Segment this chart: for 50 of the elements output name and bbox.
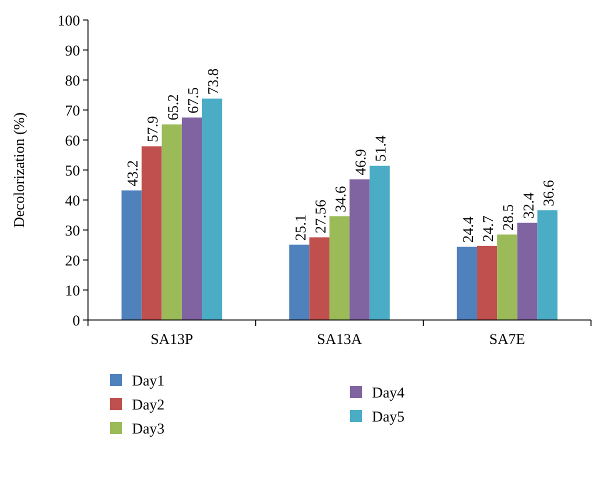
y-axis-title: Decolorization (%) <box>12 112 28 228</box>
data-label: 24.7 <box>481 215 498 242</box>
legend-label: Day3 <box>132 421 164 438</box>
data-label: 51.4 <box>374 135 390 162</box>
bar <box>476 246 498 320</box>
data-label: 32.4 <box>521 192 538 219</box>
bar <box>122 190 142 320</box>
y-tick-label: 50 <box>65 163 80 180</box>
x-tick-label: SA13P <box>150 332 194 348</box>
data-label: 73.8 <box>206 68 222 95</box>
x-tick-label: SA13A <box>316 332 362 348</box>
data-label: 24.4 <box>460 216 477 243</box>
y-tick-label: 70 <box>65 103 80 120</box>
legend-label: Day1 <box>132 373 164 390</box>
bar <box>162 124 182 320</box>
y-tick-label: 90 <box>65 43 80 60</box>
data-label: 65.2 <box>166 94 182 120</box>
data-label: 43.2 <box>126 160 142 186</box>
bar <box>350 179 370 320</box>
data-label: 46.9 <box>354 149 370 176</box>
legend-label: Day4 <box>372 385 405 402</box>
y-tick-label: 100 <box>58 13 80 30</box>
data-label: 25.1 <box>293 214 310 241</box>
data-label: 36.6 <box>541 179 558 206</box>
legend-label: Day2 <box>132 397 164 414</box>
data-label: 67.5 <box>186 87 202 114</box>
y-tick-label: 60 <box>65 133 80 150</box>
bar <box>289 244 310 320</box>
y-tick-label: 20 <box>65 253 80 270</box>
bar <box>182 118 202 320</box>
data-label: 57.9 <box>146 116 162 142</box>
bar <box>517 222 538 320</box>
bar <box>537 210 558 320</box>
y-tick-label: 10 <box>65 283 80 300</box>
y-tick-label: 30 <box>65 223 80 240</box>
legend-label: Day5 <box>372 409 404 426</box>
y-tick-label: 0 <box>72 313 80 330</box>
data-label: 34.6 <box>334 185 350 212</box>
bar <box>456 246 477 320</box>
bar <box>329 216 350 320</box>
bar <box>202 98 222 320</box>
bar <box>309 237 330 320</box>
bar <box>497 234 518 320</box>
y-tick-label: 80 <box>65 73 80 90</box>
data-label: 28.5 <box>501 204 518 230</box>
x-tick-label: SA7E <box>489 332 526 348</box>
bar <box>142 146 162 320</box>
bar <box>370 166 390 320</box>
y-tick-label: 40 <box>65 193 80 210</box>
data-label: 27.56 <box>313 199 330 234</box>
